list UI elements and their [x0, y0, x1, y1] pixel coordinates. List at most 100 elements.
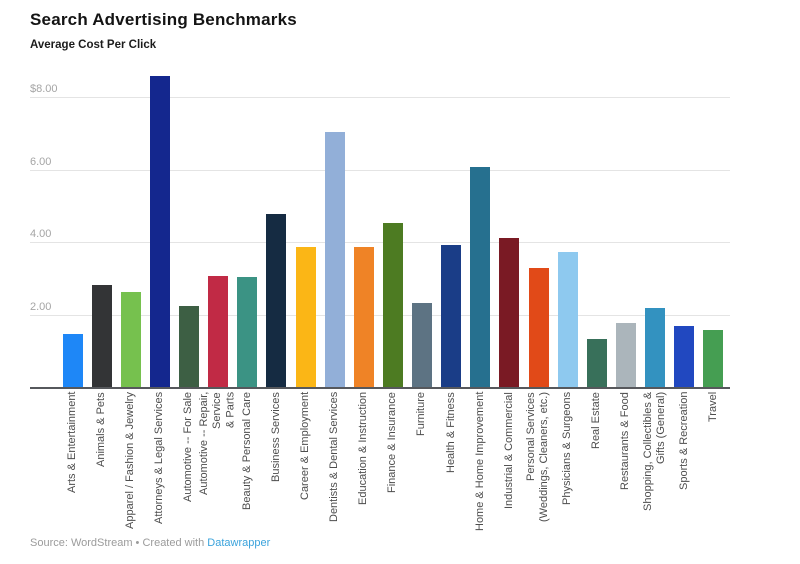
- x-axis-label: Career & Employment: [298, 392, 311, 501]
- x-axis-label: Education & Instruction: [357, 392, 370, 506]
- y-tick-label-8: $8.00: [30, 83, 58, 95]
- y-tick-label-6: 6.00: [30, 155, 52, 168]
- bar: [615, 322, 636, 388]
- bar: [441, 244, 462, 388]
- x-axis-label: Physicians & Surgeons: [561, 392, 574, 506]
- bar-column: [204, 275, 233, 388]
- attribution-footer: Source: WordStream • Created with Datawr…: [30, 537, 270, 549]
- x-label-column: Finance & Insurance: [378, 392, 407, 532]
- bar-column: [378, 223, 407, 388]
- x-label-column: Animals & Pets: [87, 392, 116, 532]
- x-label-column: Furniture: [408, 392, 437, 532]
- bar: [237, 277, 258, 388]
- bar-column: [233, 277, 262, 388]
- x-label-column: Shopping, Collectibles & Gifts (General): [641, 392, 670, 532]
- bar-column: [699, 330, 728, 388]
- y-tick-label-2: 2.00: [30, 300, 52, 313]
- x-axis-label: Arts & Entertainment: [65, 392, 78, 494]
- bar: [62, 333, 83, 388]
- x-axis-label: Real Estate: [590, 392, 603, 449]
- bar: [470, 166, 491, 388]
- chart-subtitle: Average Cost Per Click: [30, 39, 157, 51]
- bar-column: [58, 333, 87, 388]
- bar: [353, 246, 374, 388]
- x-axis-label: Automotive -- For Sale: [182, 392, 195, 503]
- source-text: Source: WordStream • Created with: [30, 537, 205, 549]
- bar-column: [553, 252, 582, 388]
- x-axis-label: Animals & Pets: [95, 392, 108, 467]
- x-axis-label: Finance & Insurance: [386, 392, 399, 493]
- bar: [179, 306, 200, 388]
- x-label-column: Automotive -- Repair, Service & Parts: [198, 392, 236, 532]
- bar-column: [291, 246, 320, 388]
- x-axis-label: Business Services: [269, 392, 282, 482]
- bar-column: [495, 237, 524, 388]
- bar: [499, 237, 520, 388]
- bar: [208, 275, 229, 388]
- x-axis-label: Sports & Recreation: [677, 392, 690, 491]
- x-axis-label: Dentists & Dental Services: [328, 392, 341, 523]
- x-label-column: Industrial & Commercial: [495, 392, 524, 532]
- x-label-column: Travel: [699, 392, 728, 532]
- bar: [703, 330, 724, 388]
- x-axis-label: Furniture: [415, 392, 428, 437]
- bar: [295, 246, 316, 388]
- x-label-column: Restaurants & Food: [611, 392, 640, 532]
- plot-area: 2.00 4.00 6.00 $8.00: [30, 58, 730, 389]
- bar-column: [670, 326, 699, 388]
- x-label-column: Education & Instruction: [349, 392, 378, 532]
- bar: [674, 326, 695, 388]
- bar: [149, 76, 170, 388]
- x-axis-label: Attorneys & Legal Services: [153, 392, 166, 525]
- gridline-6: [30, 169, 730, 171]
- x-axis-label: Automotive -- Repair, Service & Parts: [198, 392, 237, 496]
- bar-column: [611, 322, 640, 388]
- gridline-2: [30, 314, 730, 316]
- x-label-column: Dentists & Dental Services: [320, 392, 349, 532]
- bar-column: [116, 291, 145, 388]
- gridline-4: [30, 242, 730, 243]
- x-label-column: Real Estate: [582, 392, 611, 532]
- bar-column: [437, 244, 466, 388]
- bar: [645, 308, 666, 388]
- bar: [528, 268, 549, 388]
- bar-column: [466, 166, 495, 388]
- x-label-column: Apparel / Fashion & Jewelry: [116, 392, 145, 532]
- x-label-column: Physicians & Surgeons: [553, 392, 582, 532]
- bar: [266, 214, 287, 388]
- x-label-column: Career & Employment: [291, 392, 320, 532]
- x-axis-label: Beauty & Personal Care: [240, 392, 253, 511]
- x-label-column: Arts & Entertainment: [58, 392, 87, 532]
- x-axis-labels: Arts & Entertainment Animals & Pets Appare…: [58, 392, 728, 532]
- y-tick-label-4: 4.00: [30, 228, 52, 240]
- x-axis-label: Industrial & Commercial: [502, 392, 515, 509]
- bars-row: [58, 58, 728, 388]
- bar-column: [349, 246, 378, 388]
- bar: [324, 132, 345, 388]
- x-axis-line: [30, 387, 730, 389]
- x-label-column: Health & Fitness: [437, 392, 466, 532]
- bar-column: [145, 76, 174, 388]
- bar-column: [262, 214, 291, 388]
- x-axis-label: Personal Services (Weddings, Cleaners, e…: [525, 392, 551, 523]
- x-label-column: Personal Services (Weddings, Cleaners, e…: [524, 392, 553, 532]
- x-axis-label: Restaurants & Food: [619, 392, 632, 490]
- x-axis-label: Travel: [706, 392, 719, 423]
- bar-column: [524, 268, 553, 388]
- bar-column: [582, 339, 611, 388]
- x-label-column: Attorneys & Legal Services: [145, 392, 174, 532]
- bar-column: [87, 284, 116, 388]
- bar: [120, 291, 141, 388]
- bar: [586, 339, 607, 388]
- x-label-column: Sports & Recreation: [670, 392, 699, 532]
- bar-column: [320, 132, 349, 388]
- datawrapper-link[interactable]: Datawrapper: [207, 537, 271, 549]
- x-label-column: Business Services: [262, 392, 291, 532]
- bar-column: [408, 302, 437, 388]
- bar-column: [175, 306, 204, 388]
- x-label-column: Home & Home Improvement: [466, 392, 495, 532]
- bar-column: [641, 308, 670, 388]
- chart-title: Search Advertising Benchmarks: [30, 10, 297, 29]
- gridline-8: [30, 97, 730, 98]
